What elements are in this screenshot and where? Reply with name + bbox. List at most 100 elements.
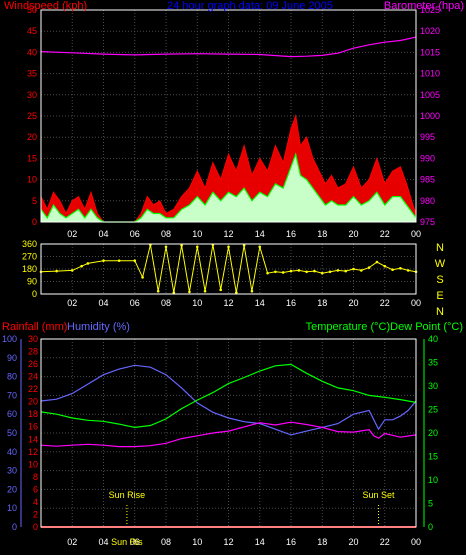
direction-point bbox=[336, 269, 340, 272]
rainfall-tick-label: 30 bbox=[28, 334, 38, 344]
barometer-tick-label: 1015 bbox=[420, 47, 440, 57]
direction-point bbox=[266, 271, 269, 275]
barometer-tick-label: 1025 bbox=[420, 5, 440, 15]
direction-xtick-label: 20 bbox=[348, 298, 358, 308]
windspeed-tick-label: 20 bbox=[27, 132, 37, 142]
temp-xtick-label: 10 bbox=[192, 537, 202, 547]
direction-point bbox=[70, 269, 74, 272]
direction-xtick-label: 22 bbox=[380, 298, 390, 308]
humidity-tick-label: 60 bbox=[7, 409, 17, 419]
temp-xtick-label: 14 bbox=[255, 537, 265, 547]
windspeed-tick-label: 35 bbox=[27, 69, 37, 79]
humidity-tick-label: 100 bbox=[2, 334, 17, 344]
direction-point bbox=[391, 268, 394, 271]
temperature-tick-label: 40 bbox=[428, 334, 438, 344]
temperature-tick-label: 25 bbox=[428, 405, 438, 415]
direction-point bbox=[188, 290, 191, 294]
temp-xtick-label: 02 bbox=[67, 537, 77, 547]
temperature-tick-label: 30 bbox=[428, 381, 438, 391]
direction-point bbox=[360, 269, 363, 272]
direction-point bbox=[80, 264, 83, 268]
windspeed-tick-label: 45 bbox=[27, 26, 37, 36]
barometer-tick-label: 1005 bbox=[420, 90, 440, 100]
direction-point bbox=[352, 267, 355, 271]
direction-xtick-label: 06 bbox=[130, 298, 140, 308]
windspeed-tick-label: 5 bbox=[32, 196, 37, 206]
temperature-dewpoint-axis-label: Temperature (°C)Dew Point (°C) bbox=[306, 321, 463, 333]
wind-xtick-label: 16 bbox=[286, 229, 296, 239]
direction-point bbox=[274, 270, 277, 274]
rainfall-tick-label: 22 bbox=[28, 384, 38, 394]
direction-point bbox=[235, 291, 238, 294]
direction-point bbox=[117, 259, 121, 262]
direction-point bbox=[258, 245, 262, 249]
temperature-tick-label: 20 bbox=[428, 428, 438, 438]
direction-xtick-label: 00 bbox=[411, 298, 421, 308]
direction-xtick-label: 18 bbox=[317, 298, 327, 308]
gust-line bbox=[40, 114, 417, 223]
wind-xtick-label: 06 bbox=[130, 229, 140, 239]
windspeed-tick-label: 50 bbox=[27, 5, 37, 15]
wind-xtick-label: 20 bbox=[348, 229, 358, 239]
humidity-tick-label: 50 bbox=[7, 428, 17, 438]
temperature-line bbox=[40, 363, 417, 429]
direction-point bbox=[156, 289, 160, 293]
windspeed-tick-label: 0 bbox=[32, 217, 37, 227]
barometer-tick-label: 995 bbox=[420, 132, 435, 142]
temperature-tick-label: 5 bbox=[428, 499, 433, 509]
wind-xtick-label: 22 bbox=[380, 229, 390, 239]
direction-point bbox=[242, 244, 246, 247]
temperature-panel-frame bbox=[40, 338, 417, 528]
direction-point bbox=[250, 289, 254, 293]
wind-xtick-label: 08 bbox=[161, 229, 171, 239]
direction-point bbox=[320, 271, 324, 275]
temperature-tick-label: 0 bbox=[428, 522, 433, 532]
temp-xtick-label: 22 bbox=[380, 537, 390, 547]
temperature-humidity-panel: 0102030405060708090100024681012141618202… bbox=[2, 321, 463, 547]
humidity-tick-label: 20 bbox=[7, 484, 17, 494]
windspeed-tick-label: 30 bbox=[27, 90, 37, 100]
wind-xtick-label: 18 bbox=[317, 229, 327, 239]
direction-point bbox=[375, 260, 379, 264]
barometer-tick-label: 980 bbox=[420, 196, 435, 206]
temp-xtick-label: 00 bbox=[411, 537, 421, 547]
direction-point bbox=[219, 288, 222, 292]
sun-rise-tick-label: Sun Ris bbox=[111, 537, 143, 547]
humidity-tick-label: 90 bbox=[7, 353, 17, 363]
direction-xtick-label: 14 bbox=[255, 298, 265, 308]
windspeed-tick-label: 10 bbox=[27, 175, 37, 185]
direction-point bbox=[406, 269, 410, 272]
direction-point bbox=[344, 269, 347, 273]
barometer-tick-label: 990 bbox=[420, 153, 435, 163]
barometer-tick-label: 1000 bbox=[420, 111, 440, 121]
direction-point bbox=[102, 259, 105, 262]
barometer-line bbox=[40, 36, 417, 58]
direction-point bbox=[203, 289, 207, 293]
direction-tick-label: 270 bbox=[22, 252, 37, 262]
rainfall-tick-label: 28 bbox=[28, 347, 38, 357]
direction-point bbox=[227, 245, 230, 249]
compass-label: S bbox=[436, 274, 443, 286]
direction-point bbox=[55, 269, 58, 273]
humidity-line bbox=[40, 364, 417, 436]
rainfall-tick-label: 26 bbox=[28, 359, 38, 369]
rainfall-tick-label: 12 bbox=[28, 447, 38, 457]
rainfall-tick-label: 18 bbox=[28, 409, 38, 419]
direction-xtick-label: 02 bbox=[67, 298, 77, 308]
direction-point bbox=[180, 244, 183, 247]
sun-rise-label: Sun Rise bbox=[109, 490, 146, 500]
humidity-tick-label: 30 bbox=[7, 466, 17, 476]
chart-title: 24 hour graph data: 09 June 2005 bbox=[167, 0, 333, 12]
humidity-axis-label: Humidity (%) bbox=[67, 321, 130, 333]
wind-xtick-label: 12 bbox=[223, 229, 233, 239]
direction-point bbox=[86, 262, 90, 265]
wind-xtick-label: 00 bbox=[411, 229, 421, 239]
wind-xtick-label: 02 bbox=[67, 229, 77, 239]
barometer-tick-label: 975 bbox=[420, 217, 435, 227]
direction-point bbox=[313, 269, 316, 273]
direction-point bbox=[328, 270, 332, 274]
wind-panel-frame bbox=[40, 9, 417, 223]
